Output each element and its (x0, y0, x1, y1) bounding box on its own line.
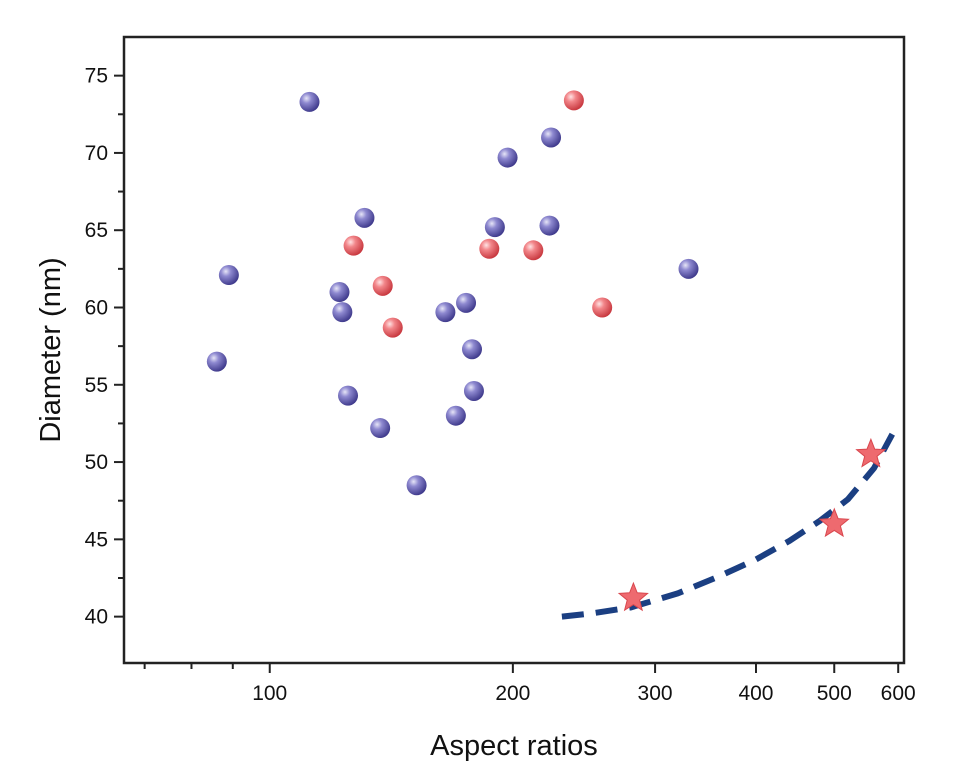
axis-ticks: 100 200 300 400 500 600 40 45 50 55 60 65 70 75 (85, 65, 916, 705)
blue-point (354, 207, 375, 228)
x-axis-title: Aspect ratios (430, 730, 598, 762)
x-tick-label: 500 (817, 682, 852, 705)
blue-point (338, 385, 359, 406)
blue-point (461, 339, 482, 360)
blue-point (541, 127, 562, 148)
y-tick-label: 70 (85, 142, 108, 165)
blue-point (370, 418, 391, 439)
star-point (617, 581, 649, 612)
red-point (563, 90, 584, 111)
blue-point (332, 302, 353, 323)
x-tick-label: 600 (881, 682, 916, 705)
y-tick-label: 40 (85, 606, 108, 629)
fit-curve-layer (561, 432, 895, 620)
blue-point (539, 215, 560, 236)
blue-point (218, 265, 239, 286)
y-tick-label: 60 (85, 296, 108, 319)
blue-point (445, 405, 466, 426)
blue-point (497, 147, 518, 168)
y-tick-label: 65 (85, 219, 108, 242)
x-tick-label: 100 (252, 682, 287, 705)
x-tick-label: 300 (638, 682, 673, 705)
y-tick-label: 45 (85, 528, 108, 551)
blue-point (435, 302, 456, 323)
y-tick-label: 75 (85, 65, 108, 88)
red-point (343, 235, 364, 256)
blue-point (456, 292, 477, 313)
blue-point (206, 351, 227, 372)
star-point (818, 507, 850, 538)
blue-point (299, 91, 320, 112)
red-point (479, 238, 500, 259)
y-axis-title: Diameter (nm) (35, 257, 67, 442)
blue-point (678, 258, 699, 279)
data-points (206, 90, 887, 612)
x-tick-label: 400 (738, 682, 773, 705)
red-point (372, 275, 393, 296)
plot-frame (122, 35, 906, 665)
blue-point (463, 380, 484, 401)
y-tick-label: 50 (85, 451, 108, 474)
star-point (855, 437, 887, 468)
red-point (523, 240, 544, 261)
fit-curve (561, 432, 895, 620)
x-tick-label: 200 (495, 682, 530, 705)
blue-point (329, 282, 350, 303)
y-tick-label: 55 (85, 374, 108, 397)
blue-point (484, 217, 505, 238)
red-point (592, 297, 613, 318)
red-point (382, 317, 403, 338)
blue-point (406, 475, 427, 496)
